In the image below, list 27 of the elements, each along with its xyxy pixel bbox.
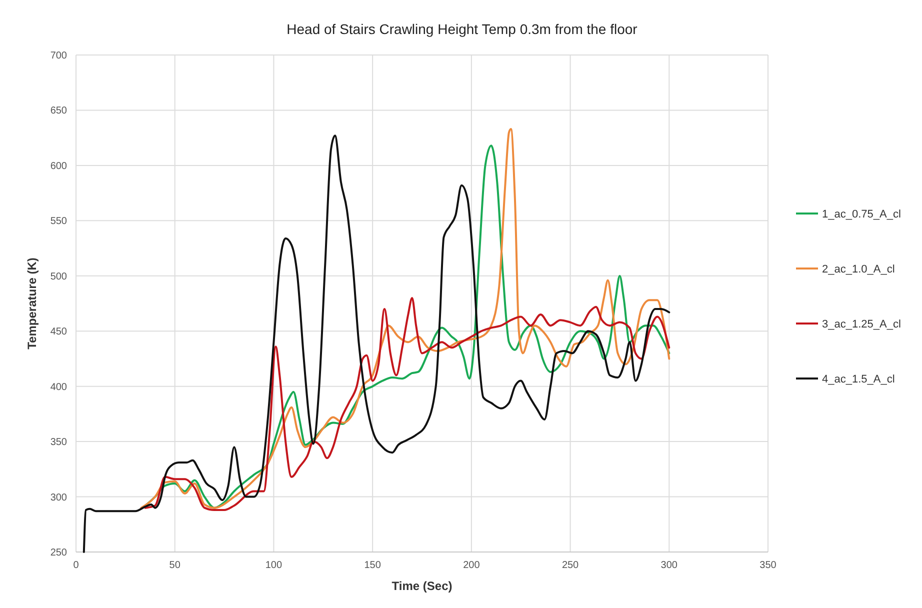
y-tick-label: 250: [50, 548, 68, 558]
y-axis-title: Temperature (K): [25, 258, 39, 350]
y-tick-label: 400: [50, 382, 68, 393]
legend-label: 4_ac_1.5_A_cl: [822, 374, 895, 386]
y-tick-label: 700: [50, 50, 68, 62]
chart-title: Head of Stairs Crawling Height Temp 0.3m from the floor: [286, 21, 638, 37]
legend-label: 1_ac_0.75_A_cl: [822, 208, 901, 220]
x-tick-label: 350: [760, 560, 777, 571]
x-axis-title: Time (Sec): [392, 579, 452, 593]
y-tick-label: 550: [50, 216, 68, 228]
x-tick-label: 300: [660, 560, 678, 571]
y-tick-label: 650: [50, 106, 68, 117]
y-tick-label: 450: [50, 326, 68, 338]
legend-label: 3_ac_1.25_A_cl: [822, 318, 901, 330]
line-series: [82, 134, 670, 553]
x-tick-label: 200: [463, 560, 480, 571]
y-tick-label: 300: [50, 492, 68, 504]
y-tick-label: 500: [50, 271, 68, 282]
x-tick-label: 150: [364, 560, 382, 571]
x-tick-label: 250: [562, 560, 580, 571]
x-tick-label: 0: [73, 560, 80, 571]
x-tick-label: 50: [169, 560, 181, 571]
line-series: [144, 296, 670, 512]
y-tick-label: 350: [50, 437, 68, 448]
x-tick-label: 100: [265, 560, 282, 571]
y-tick-label: 600: [50, 160, 68, 172]
legend-label: 2_ac_1.0_A_cl: [822, 264, 895, 276]
